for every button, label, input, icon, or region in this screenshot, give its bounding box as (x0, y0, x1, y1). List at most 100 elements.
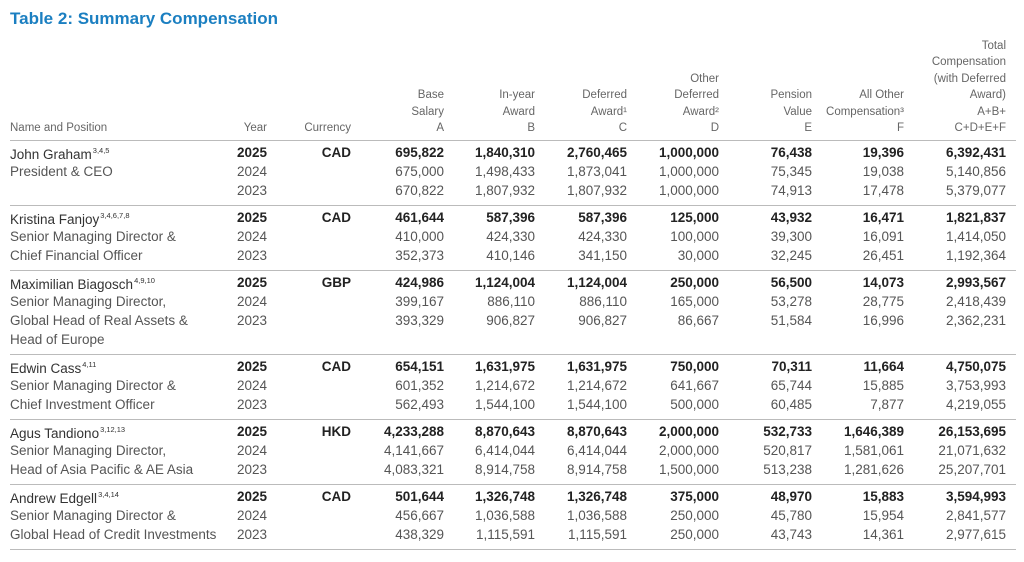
value-cell: 750,000 (670, 359, 719, 374)
value-cell: 341,150 (578, 248, 627, 263)
header-cell: Compensation³ (826, 105, 904, 118)
header-cell: Award (502, 105, 535, 118)
value-cell: 51,584 (770, 313, 812, 328)
name-text: Agus Tandiono (10, 426, 100, 441)
value-cell: 2,000,000 (658, 424, 719, 439)
header-cell: B (527, 122, 535, 134)
position: Senior Managing Director, (10, 294, 167, 309)
row-rule (10, 419, 1016, 420)
currency: CAD (321, 489, 351, 504)
value-cell: 19,038 (862, 164, 904, 179)
header-cell: Compensation (931, 56, 1006, 68)
value-cell: 65,744 (770, 378, 812, 393)
value-cell: 125,000 (670, 210, 719, 225)
value-cell: 16,091 (862, 229, 904, 244)
year: 2025 (236, 424, 267, 439)
value-cell: 2,000,000 (658, 443, 719, 458)
value-cell: 250,000 (670, 275, 719, 290)
value-cell: 695,822 (395, 145, 444, 160)
value-cell: 1,214,672 (474, 378, 535, 393)
value-cell: 1,124,004 (474, 275, 535, 290)
header-cell: Base (417, 89, 444, 101)
person-name: Kristina Fanjoy3,4,6,7,8 (10, 207, 130, 229)
year: 2025 (236, 489, 267, 504)
value-cell: 1,544,100 (474, 397, 535, 412)
value-cell: 1,414,050 (945, 229, 1006, 244)
position: Head of Europe (10, 332, 105, 347)
value-cell: 641,667 (670, 378, 719, 393)
value-cell: 562,493 (395, 397, 444, 412)
value-cell: 1,036,588 (474, 508, 535, 523)
value-cell: 86,667 (677, 313, 719, 328)
year: 2025 (236, 145, 267, 160)
value-cell: 1,115,591 (567, 527, 627, 542)
position: Global Head of Credit Investments (10, 527, 217, 542)
value-cell: 375,000 (670, 489, 719, 504)
currency: GBP (321, 275, 351, 290)
position: Head of Asia Pacific & AE Asia (10, 462, 194, 477)
currency: CAD (321, 359, 351, 374)
year: 2023 (236, 183, 267, 198)
value-cell: 5,379,077 (945, 183, 1006, 198)
header-cell: C+D+E+F (954, 122, 1006, 134)
value-cell: 30,000 (677, 248, 719, 263)
header-cell: All Other (859, 89, 904, 101)
position: Chief Investment Officer (10, 397, 155, 412)
position: President & CEO (10, 164, 113, 179)
person-name: Andrew Edgell3,4,14 (10, 486, 119, 508)
value-cell: 26,153,695 (938, 424, 1006, 439)
value-cell: 906,827 (578, 313, 627, 328)
year: 2023 (236, 527, 267, 542)
value-cell: 456,667 (395, 508, 444, 523)
value-cell: 75,345 (770, 164, 812, 179)
value-cell: 21,071,632 (938, 443, 1006, 458)
value-cell: 1,124,004 (566, 275, 627, 290)
value-cell: 424,330 (486, 229, 535, 244)
value-cell: 1,000,000 (658, 145, 719, 160)
position: Senior Managing Director & (10, 378, 176, 393)
value-cell: 6,392,431 (945, 145, 1006, 160)
value-cell: 2,362,231 (945, 313, 1006, 328)
value-cell: 2,418,439 (945, 294, 1006, 309)
value-cell: 601,352 (395, 378, 444, 393)
year: 2025 (236, 275, 267, 290)
value-cell: 520,817 (763, 443, 812, 458)
value-cell: 670,822 (395, 183, 444, 198)
footnote-ref: 3,4,6,7,8 (100, 211, 130, 220)
value-cell: 886,110 (487, 294, 535, 309)
value-cell: 14,073 (862, 275, 904, 290)
name-text: Maximilian Biagosch (10, 277, 134, 292)
year: 2024 (236, 378, 267, 393)
value-cell: 1,192,364 (945, 248, 1006, 263)
value-cell: 165,000 (670, 294, 719, 309)
currency: HKD (321, 424, 351, 439)
position: Chief Financial Officer (10, 248, 143, 263)
value-cell: 8,870,643 (566, 424, 627, 439)
value-cell: 1,631,975 (474, 359, 535, 374)
value-cell: 393,329 (395, 313, 444, 328)
value-cell: 6,414,044 (474, 443, 535, 458)
value-cell: 1,807,932 (474, 183, 535, 198)
value-cell: 2,760,465 (566, 145, 627, 160)
header-cell: A+B+ (977, 105, 1006, 118)
value-cell: 1,000,000 (658, 183, 719, 198)
name-text: Edwin Cass (10, 361, 82, 376)
year: 2024 (236, 294, 267, 309)
name-text: John Graham (10, 147, 92, 162)
position: Senior Managing Director & (10, 229, 176, 244)
header-cell: Currency (304, 122, 351, 134)
value-cell: 43,743 (770, 527, 812, 542)
year: 2024 (236, 443, 267, 458)
value-cell: 39,300 (770, 229, 812, 244)
header-cell: F (896, 122, 904, 134)
value-cell: 501,644 (395, 489, 444, 504)
value-cell: 250,000 (670, 527, 719, 542)
value-cell: 461,644 (395, 210, 444, 225)
header-cell: Pension (770, 89, 812, 101)
value-cell: 11,664 (863, 359, 904, 374)
person-name: Agus Tandiono3,12,13 (10, 421, 125, 443)
person-name: Maximilian Biagosch4,9,10 (10, 272, 155, 294)
header-cell: Award) (969, 89, 1006, 101)
